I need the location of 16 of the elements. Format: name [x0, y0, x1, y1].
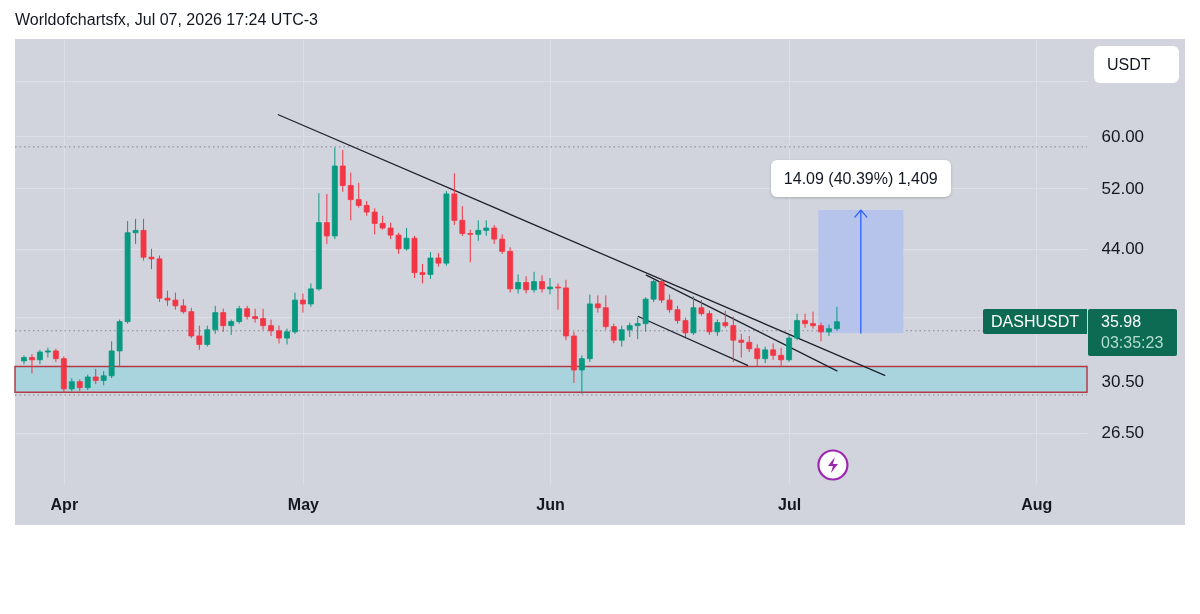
text: 03:35:23: [1101, 333, 1164, 354]
x-tick-label: Apr: [50, 495, 79, 513]
chart-title: Worldofchartsfx, Jul 07, 2026 17:24 UTC-3: [15, 10, 318, 29]
y-tick-label: 26.50: [1101, 423, 1145, 443]
x-tick-label: Aug: [1021, 495, 1053, 513]
y-tick-label: 30.50: [1101, 372, 1145, 392]
y-tick-label: 60.00: [1101, 126, 1145, 146]
y-axis-title: USDT: [1107, 55, 1151, 74]
x-tick-label: Jun: [536, 495, 565, 513]
y-tick-label: 52.00: [1101, 178, 1145, 198]
text: 35.98: [1101, 312, 1142, 333]
x-tick-label: May: [287, 495, 320, 513]
data-label: 14.09 (40.39%) 1,409: [783, 169, 938, 189]
text: DASHUSDT: [991, 312, 1080, 332]
x-tick-label: Jul: [778, 495, 802, 513]
y-tick-label: 44.00: [1101, 239, 1145, 259]
